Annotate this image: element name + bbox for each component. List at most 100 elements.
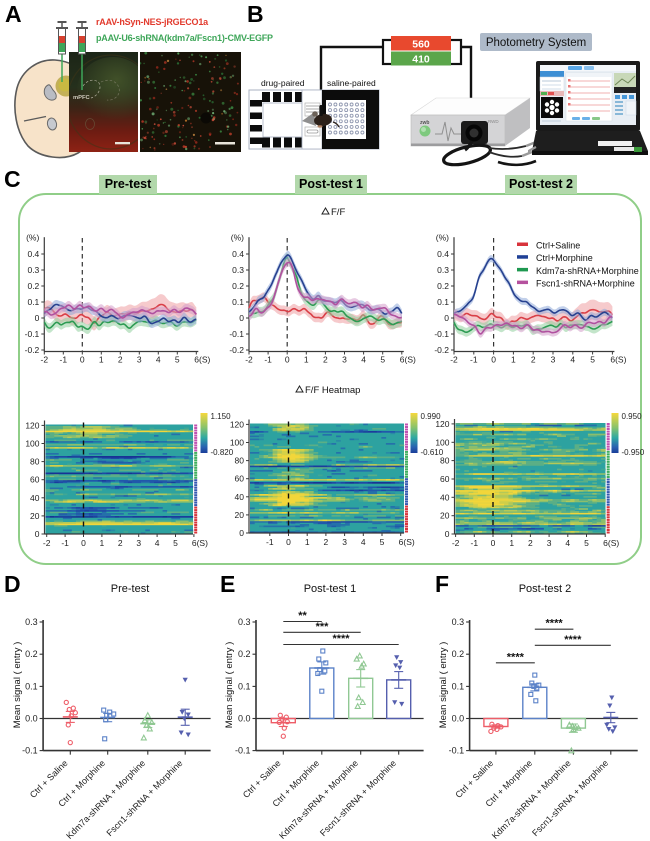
svg-text:Ctrl+Saline: Ctrl+Saline	[536, 241, 580, 251]
svg-text:0.2: 0.2	[437, 281, 449, 291]
svg-text:-1: -1	[60, 355, 68, 365]
svg-text:0: 0	[286, 537, 291, 547]
svg-text:1: 1	[100, 538, 105, 548]
svg-text:5: 5	[380, 355, 385, 365]
svg-text:****: ****	[507, 651, 525, 663]
svg-text:Mean signal ( entry ): Mean signal ( entry )	[438, 642, 449, 729]
svg-text:0.950: 0.950	[622, 412, 643, 421]
svg-text:0.1: 0.1	[452, 681, 465, 691]
svg-text:5: 5	[380, 537, 385, 547]
svg-text:Kdm7a-shRNA+Morphine: Kdm7a-shRNA+Morphine	[536, 266, 639, 276]
svg-text:3: 3	[136, 538, 141, 548]
svg-text:80: 80	[30, 457, 40, 467]
svg-text:3: 3	[342, 355, 347, 365]
svg-text:Fscn1-shRNA + Morphine: Fscn1-shRNA + Morphine	[530, 758, 610, 838]
svg-text:-1: -1	[266, 537, 274, 547]
svg-text:Ctrl + Saline: Ctrl + Saline	[241, 758, 283, 800]
svg-text:(%): (%)	[436, 232, 449, 242]
svg-text:-2: -2	[43, 538, 51, 548]
svg-text:Pre-test: Pre-test	[111, 583, 150, 595]
svg-text:0: 0	[81, 538, 86, 548]
svg-text:****: ****	[546, 618, 564, 630]
svg-text:Ctrl + Saline: Ctrl + Saline	[453, 758, 495, 800]
svg-text:4: 4	[156, 355, 161, 365]
svg-text:0.4: 0.4	[27, 249, 39, 259]
svg-text:0: 0	[491, 538, 496, 548]
svg-text:5: 5	[590, 355, 595, 365]
svg-text:0.1: 0.1	[232, 297, 244, 307]
svg-text:1: 1	[509, 538, 514, 548]
svg-text:2: 2	[324, 537, 329, 547]
svg-text:-0.1: -0.1	[434, 329, 449, 339]
svg-text:0.3: 0.3	[27, 265, 39, 275]
svg-text:0.3: 0.3	[452, 617, 465, 627]
svg-text:Mean signal ( entry ): Mean signal ( entry )	[224, 642, 235, 729]
svg-text:***: ***	[316, 621, 330, 633]
svg-text:****: ****	[332, 633, 350, 645]
svg-text:Post-test 1: Post-test 1	[304, 583, 357, 595]
svg-text:3: 3	[342, 537, 347, 547]
svg-text:(%): (%)	[231, 232, 244, 242]
svg-text:-0.1: -0.1	[449, 746, 465, 756]
svg-text:0.990: 0.990	[421, 412, 442, 421]
svg-text:-1: -1	[61, 538, 69, 548]
svg-text:-1: -1	[264, 355, 272, 365]
svg-text:0: 0	[35, 529, 40, 539]
svg-text:4: 4	[570, 355, 575, 365]
svg-text:-0.2: -0.2	[229, 345, 244, 355]
svg-text:-0.2: -0.2	[25, 345, 40, 355]
svg-text:0.1: 0.1	[25, 681, 38, 691]
svg-text:-2: -2	[41, 355, 49, 365]
svg-text:0: 0	[239, 528, 244, 538]
svg-text:0.2: 0.2	[238, 649, 251, 659]
svg-text:-2: -2	[450, 355, 458, 365]
svg-text:1: 1	[304, 355, 309, 365]
svg-text:**: **	[298, 610, 307, 622]
svg-text:zwb: zwb	[420, 120, 429, 126]
svg-text:0: 0	[285, 355, 290, 365]
svg-text:-0.1: -0.1	[229, 329, 244, 339]
svg-text:6(S): 6(S)	[194, 355, 210, 365]
svg-text:0.4: 0.4	[232, 249, 244, 259]
svg-text:0: 0	[35, 313, 40, 323]
svg-text:560: 560	[412, 39, 430, 51]
svg-text:0.2: 0.2	[27, 281, 39, 291]
svg-text:mPFC: mPFC	[73, 95, 91, 101]
svg-text:Fscn1-shRNA + Morphine: Fscn1-shRNA + Morphine	[318, 758, 398, 838]
svg-text:0.1: 0.1	[27, 297, 39, 307]
svg-text:Photometry System: Photometry System	[486, 37, 586, 49]
svg-text:Post-test 2: Post-test 2	[519, 583, 572, 595]
svg-text:F/F: F/F	[331, 207, 345, 218]
svg-text:-0.1: -0.1	[235, 746, 251, 756]
svg-text:20: 20	[30, 511, 40, 521]
svg-text:60: 60	[30, 475, 40, 485]
svg-text:-0.820: -0.820	[211, 448, 234, 457]
svg-text:120: 120	[230, 419, 244, 429]
svg-text:1.150: 1.150	[211, 412, 232, 421]
svg-text:0.0: 0.0	[452, 714, 465, 724]
svg-text:6(S): 6(S)	[399, 537, 415, 547]
svg-text:-0.1: -0.1	[22, 746, 38, 756]
svg-text:0.2: 0.2	[452, 649, 465, 659]
svg-text:120: 120	[435, 419, 449, 429]
svg-text:-2: -2	[245, 355, 253, 365]
svg-text:100: 100	[25, 439, 39, 449]
svg-text:****: ****	[564, 634, 582, 646]
svg-text:2: 2	[531, 355, 536, 365]
svg-text:60: 60	[440, 474, 450, 484]
svg-text:5: 5	[173, 538, 178, 548]
svg-text:0.3: 0.3	[437, 265, 449, 275]
svg-text:2: 2	[118, 538, 123, 548]
svg-text:0.1: 0.1	[238, 681, 251, 691]
svg-text:3: 3	[551, 355, 556, 365]
svg-text:0.3: 0.3	[25, 617, 38, 627]
svg-text:3: 3	[137, 355, 142, 365]
svg-text:1: 1	[99, 355, 104, 365]
svg-text:Ctrl+Morphine: Ctrl+Morphine	[536, 253, 593, 263]
svg-text:80: 80	[440, 456, 450, 466]
svg-text:0: 0	[239, 313, 244, 323]
svg-text:1: 1	[511, 355, 516, 365]
svg-text:0.2: 0.2	[232, 281, 244, 291]
svg-text:2: 2	[323, 355, 328, 365]
svg-text:40: 40	[30, 493, 40, 503]
